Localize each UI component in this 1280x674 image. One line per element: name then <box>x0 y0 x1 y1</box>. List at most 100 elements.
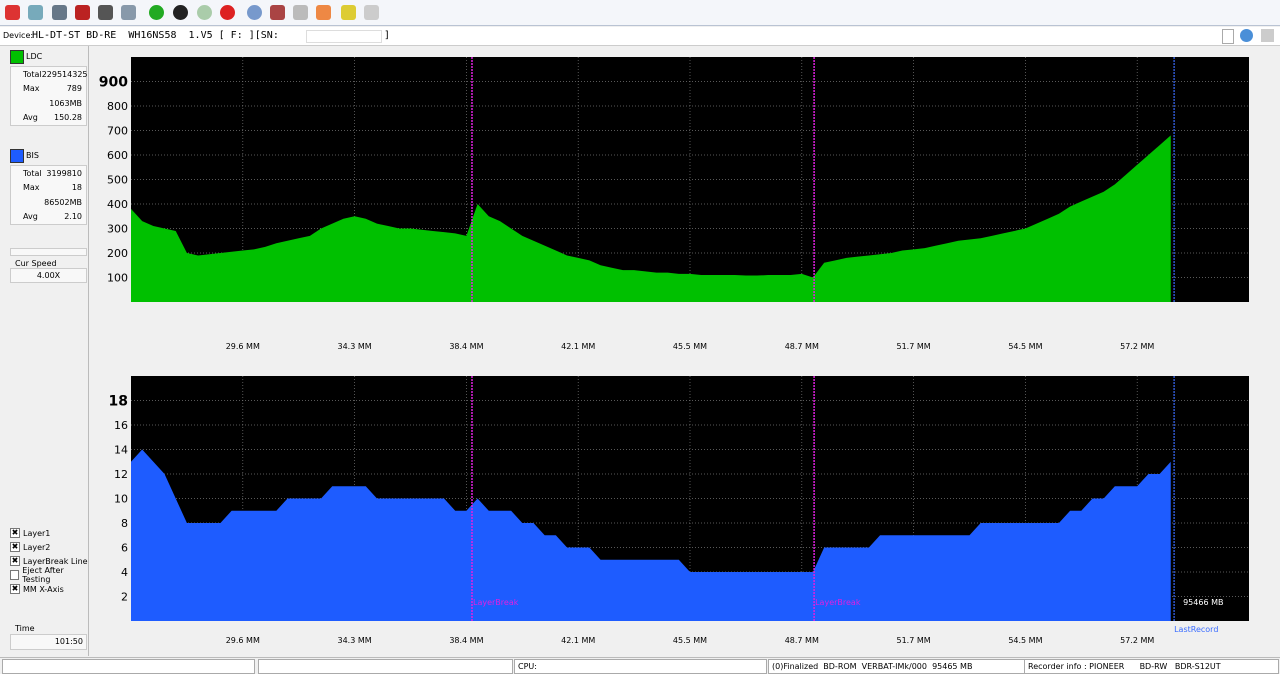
stat-row: Total 229514325 <box>11 67 88 82</box>
ldc-stats: Total 229514325 Max 789 1063MB Avg 150.28 <box>10 66 88 126</box>
tool-button[interactable] <box>121 5 136 20</box>
save-button[interactable] <box>1261 29 1274 42</box>
option[interactable]: Eject After Testing <box>10 566 88 584</box>
device-end: ] <box>384 30 391 41</box>
stat-key: Avg <box>23 212 38 222</box>
device-label: Device: <box>3 31 34 40</box>
device-bar: Device: HL-DT-ST BD-RE WH16NS58 1.V5 [ F… <box>0 27 1280 46</box>
disc-info: (0)Finalized BD-ROM VERBAT-IMk/000 95465… <box>768 659 1025 674</box>
checkbox[interactable]: ✖ <box>10 528 20 538</box>
option-label: Layer1 <box>23 528 51 538</box>
option-label: Layer2 <box>23 542 51 552</box>
option-label: LayerBreak Line <box>23 556 88 566</box>
option[interactable]: ✖ MM X-Axis <box>10 582 64 596</box>
stat-value: 2.10 <box>64 212 82 222</box>
x-tick-label: 51.7 MM <box>897 342 931 351</box>
data-area <box>131 449 1171 621</box>
y-tick-label: 6 <box>121 542 128 555</box>
tool-button[interactable] <box>293 5 308 20</box>
serial-field <box>306 30 382 43</box>
tool-button[interactable] <box>197 5 212 20</box>
bis-label: BIS <box>26 151 39 160</box>
checkbox[interactable] <box>10 570 20 580</box>
y-tick-label: 14 <box>114 444 128 457</box>
y-tick-label: 300 <box>107 223 128 236</box>
y-tick-label: 800 <box>107 100 128 113</box>
recorder-info: Recorder info : PIONEER BD-RW BDR-S12UT <box>1024 659 1279 674</box>
tool-button[interactable] <box>247 5 262 20</box>
y-tick-label: 500 <box>107 174 128 187</box>
stat-key: Total <box>23 69 42 79</box>
y-tick-label: 10 <box>114 493 128 506</box>
tool-button[interactable] <box>75 5 90 20</box>
stat-value: 18 <box>71 183 82 193</box>
tool-button[interactable] <box>5 5 20 20</box>
x-tick-label: 42.1 MM <box>561 342 595 351</box>
stat-row: 86502MB <box>11 195 86 210</box>
x-tick-label: 45.5 MM <box>673 636 707 645</box>
tool-button[interactable] <box>220 5 235 20</box>
stat-key: Avg <box>23 113 38 123</box>
tool-button[interactable] <box>316 5 331 20</box>
stat-row: Avg 2.10 <box>11 210 86 225</box>
x-tick-label: 51.7 MM <box>897 636 931 645</box>
x-tick-label: 38.4 MM <box>449 342 483 351</box>
y-tick-label: 700 <box>107 125 128 138</box>
tool-button[interactable] <box>173 5 188 20</box>
checkbox[interactable]: ✖ <box>10 556 20 566</box>
option[interactable]: ✖ Layer2 <box>10 540 50 554</box>
x-tick-label: 29.6 MM <box>226 636 260 645</box>
status-bar: CPU: (0)Finalized BD-ROM VERBAT-IMk/000 … <box>0 657 1280 674</box>
stat-key: Total <box>23 168 42 178</box>
time-label: Time <box>15 624 35 633</box>
x-tick-label: 54.5 MM <box>1008 636 1042 645</box>
progress <box>10 248 87 256</box>
stat-value: 1063MB <box>49 98 82 108</box>
stat-row: 1063MB <box>11 96 86 111</box>
checkbox[interactable]: ✖ <box>10 542 20 552</box>
bis-stats: Total 3199810 Max 18 86502MB Avg 2.10 <box>10 165 87 225</box>
y-tick-label: 200 <box>107 247 128 260</box>
size-label: 95466 MB <box>1183 598 1223 607</box>
y-tick-label: 2 <box>121 591 128 604</box>
x-tick-label: 29.6 MM <box>226 342 260 351</box>
x-tick-label: 34.3 MM <box>338 342 372 351</box>
tool-button[interactable] <box>364 5 379 20</box>
dropdown[interactable] <box>1222 29 1234 44</box>
tool-button[interactable] <box>341 5 356 20</box>
refresh-button[interactable] <box>1240 29 1253 42</box>
stat-value: 86502MB <box>44 197 82 207</box>
tool-button[interactable] <box>28 5 43 20</box>
x-tick-label: 57.2 MM <box>1120 342 1154 351</box>
layer-break-label: LayerBreak <box>815 598 861 607</box>
y-tick-label: 400 <box>107 198 128 211</box>
last-record-label: LastRecord <box>1174 625 1218 634</box>
data-area <box>131 135 1171 302</box>
x-tick-label: 57.2 MM <box>1120 636 1154 645</box>
x-tick-label: 38.4 MM <box>449 636 483 645</box>
stat-value: 150.28 <box>54 113 82 123</box>
stat-row: Avg 150.28 <box>11 111 86 126</box>
layer-break-label: LayerBreak <box>473 598 519 607</box>
bis-swatch <box>10 149 24 163</box>
x-tick-label: 54.5 MM <box>1008 342 1042 351</box>
option[interactable]: ✖ LayerBreak Line <box>10 554 88 568</box>
tool-button[interactable] <box>270 5 285 20</box>
checkbox[interactable]: ✖ <box>10 584 20 594</box>
status-cell <box>258 659 513 674</box>
stat-value: 229514325 <box>41 69 88 79</box>
status-cell <box>2 659 255 674</box>
y-tick-label: 16 <box>114 419 128 432</box>
device-name: HL-DT-ST BD-RE WH16NS58 1.V5 [ F: ][SN: <box>32 30 279 41</box>
tool-button[interactable] <box>98 5 113 20</box>
option-label: Eject After Testing <box>22 566 64 584</box>
x-tick-label: 48.7 MM <box>785 342 819 351</box>
y-tick-label: 100 <box>107 272 128 285</box>
tool-button[interactable] <box>149 5 164 20</box>
option[interactable]: ✖ Layer1 <box>10 526 50 540</box>
ldc-label: LDC <box>26 52 43 61</box>
tool-button[interactable] <box>52 5 67 20</box>
stat-value: 789 <box>66 84 82 94</box>
y-tick-label: 18 <box>109 394 128 410</box>
